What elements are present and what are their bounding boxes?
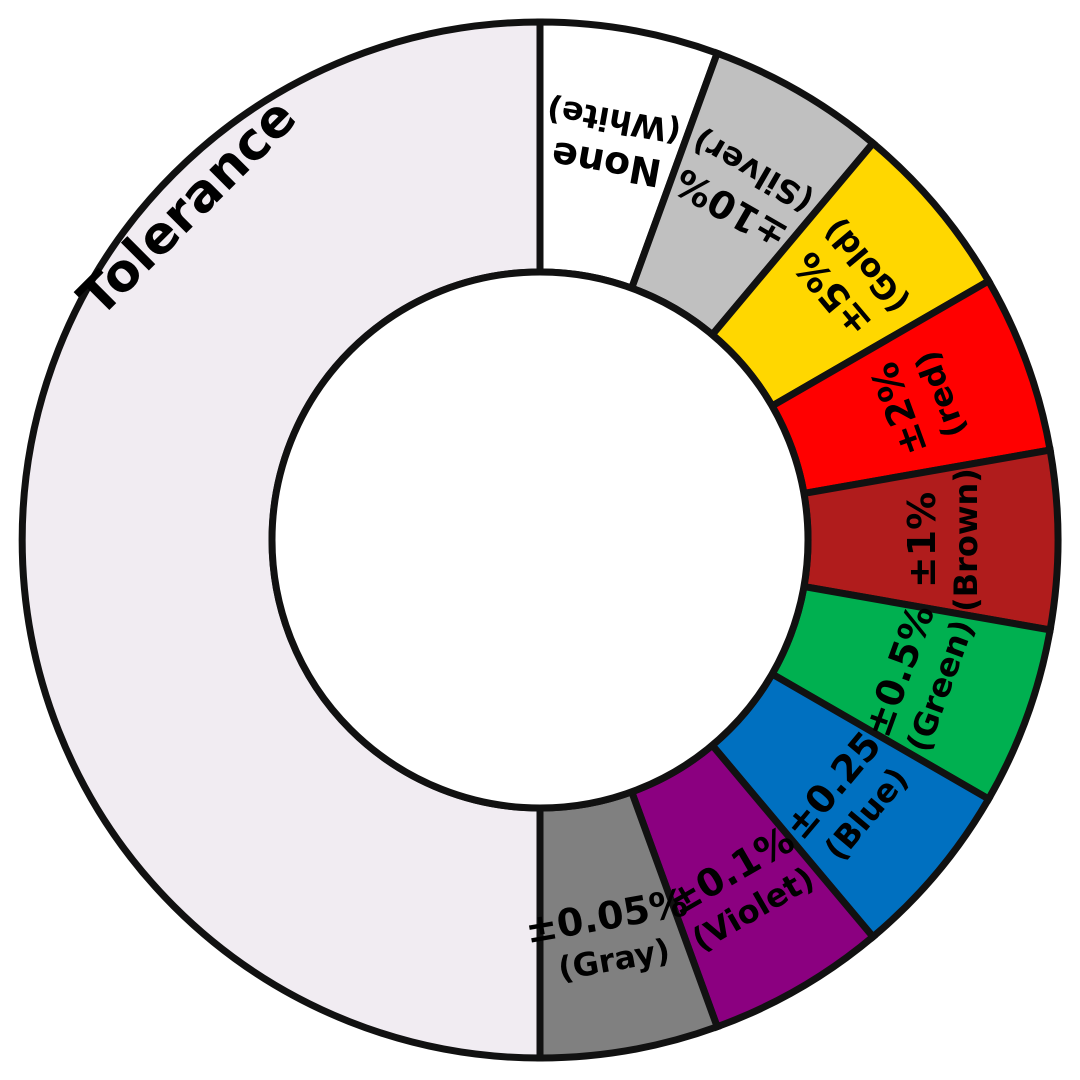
segment-value-label: ±1%	[900, 492, 944, 588]
segment-color-label: (Brown)	[947, 468, 985, 612]
center-hub	[268, 268, 812, 812]
segment-label: ±1% (Brown)	[900, 468, 985, 612]
